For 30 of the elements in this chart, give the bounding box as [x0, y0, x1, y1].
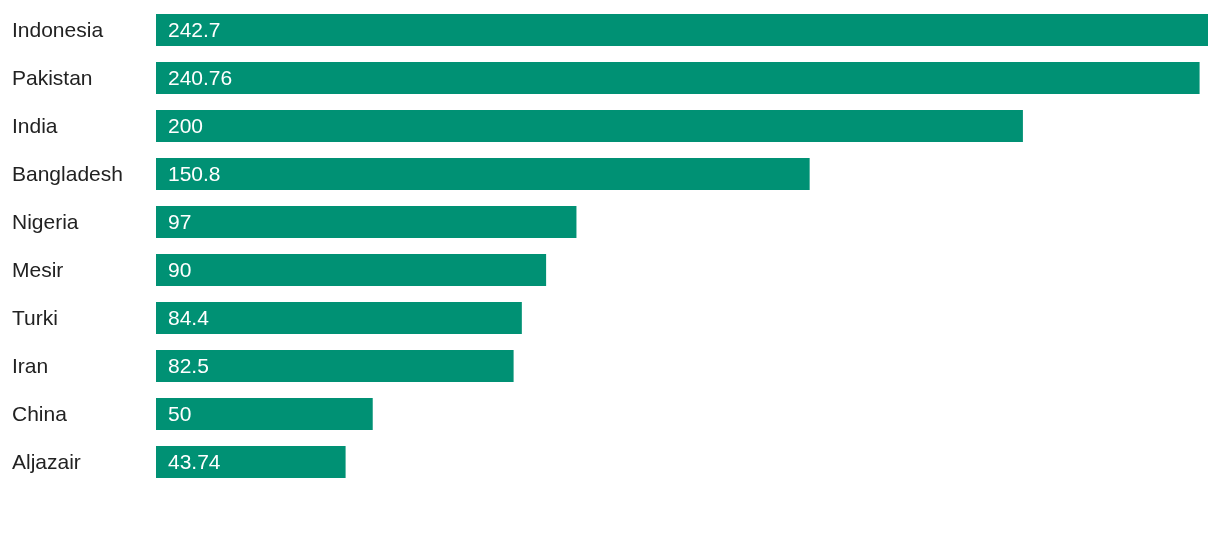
y-tick-label: Mesir	[12, 258, 64, 281]
y-tick-label: Pakistan	[12, 66, 93, 89]
data-label: 200	[168, 114, 204, 138]
bar	[156, 350, 514, 382]
data-label: 97	[168, 210, 192, 234]
data-label: 242.7	[168, 18, 221, 42]
bar	[156, 62, 1200, 94]
y-tick-label: Aljazair	[12, 450, 81, 473]
data-label: 90	[168, 258, 192, 282]
bar	[156, 254, 547, 286]
bar	[156, 158, 810, 190]
y-tick-label: Indonesia	[12, 18, 104, 41]
data-label: 150.8	[168, 162, 221, 186]
bar	[156, 398, 373, 430]
data-label: 50	[168, 402, 192, 426]
bar	[156, 446, 346, 478]
y-tick-label: Iran	[12, 354, 49, 377]
y-tick-label: India	[12, 114, 58, 137]
data-label: 82.5	[168, 354, 209, 378]
data-label: 84.4	[168, 306, 210, 330]
y-tick-label: Bangladesh	[12, 162, 123, 185]
data-label: 43.74	[168, 450, 221, 474]
y-tick-label: Turki	[12, 306, 58, 329]
y-tick-label: China	[12, 402, 68, 425]
data-label: 240.76	[168, 66, 233, 90]
bar	[156, 302, 522, 334]
bar	[156, 110, 1023, 142]
y-tick-label: Nigeria	[12, 210, 79, 233]
bar	[156, 14, 1208, 46]
bar	[156, 206, 577, 238]
